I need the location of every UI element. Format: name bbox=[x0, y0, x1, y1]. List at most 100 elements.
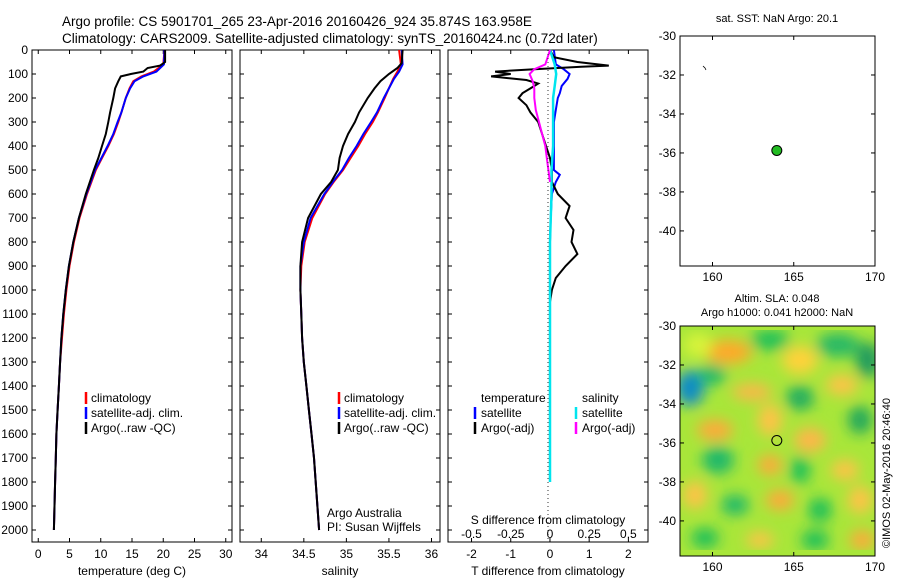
legend-label-climatology: climatology bbox=[91, 391, 151, 405]
x-tick-label: 34.5 bbox=[292, 547, 316, 561]
x-tick-label: -2 bbox=[466, 547, 477, 561]
depth-tick-label: 500 bbox=[8, 163, 28, 177]
map-x-tick-label: 170 bbox=[865, 560, 885, 574]
credit-argo-australia: Argo Australia bbox=[327, 506, 402, 520]
map-y-tick-label: -40 bbox=[659, 514, 677, 528]
depth-tick-label: 1700 bbox=[1, 451, 28, 465]
series-line-argo-raw-qc- bbox=[299, 49, 404, 531]
x-tick-label: 34 bbox=[255, 547, 269, 561]
xlabel-t-difference: T difference from climatology bbox=[471, 564, 625, 578]
legend-label-s-satellite: satellite bbox=[582, 406, 623, 420]
s-diff-tick-label: -0.5 bbox=[461, 527, 482, 541]
map-y-tick-label: -30 bbox=[659, 29, 677, 43]
map-y-tick-label: -36 bbox=[659, 146, 677, 160]
series-line-s-satellite bbox=[548, 49, 558, 482]
profile-lines bbox=[52, 49, 609, 531]
series-line-satellite-adj-clim- bbox=[299, 49, 404, 531]
depth-tick-label: 300 bbox=[8, 115, 28, 129]
legend-title-salinity: salinity bbox=[582, 391, 619, 405]
depth-tick-label: 1900 bbox=[1, 499, 28, 513]
header-line-2: Climatology: CARS2009. Satellite-adjuste… bbox=[62, 31, 598, 46]
depth-tick-label: 1000 bbox=[1, 283, 28, 297]
map-y-tick-label: -36 bbox=[659, 436, 677, 450]
x-tick-label: 2 bbox=[625, 547, 632, 561]
depth-tick-label: 600 bbox=[8, 187, 28, 201]
imos-credit: ©IMOS 02-May-2016 20:46:40 bbox=[881, 398, 893, 548]
temperature-legend: climatology satellite-adj. clim. Argo(..… bbox=[84, 391, 183, 435]
map-axes: 160 165 170 -30 -32 -34 -36 -38 -40 160 165 170 -30 -… bbox=[659, 29, 886, 574]
x-tick-label: 35 bbox=[340, 547, 354, 561]
x-tick-label: 25 bbox=[188, 547, 202, 561]
s-diff-tick-label: 0 bbox=[547, 527, 554, 541]
legend-title-temperature: temperature bbox=[481, 391, 546, 405]
salinity-legend: climatology satellite-adj. clim. Argo(..… bbox=[337, 391, 436, 435]
depth-tick-label: 400 bbox=[8, 139, 28, 153]
x-tick-label: -1 bbox=[505, 547, 516, 561]
map-y-tick-label: -32 bbox=[659, 68, 677, 82]
depth-tick-label: 0 bbox=[21, 43, 28, 57]
depth-tick-label: 1400 bbox=[1, 379, 28, 393]
xlabel-s-difference: S difference from climatology bbox=[471, 513, 626, 527]
map-y-tick-label: -38 bbox=[659, 185, 677, 199]
x-tick-label: 0 bbox=[547, 547, 554, 561]
legend-label-argo: Argo(..raw -QC) bbox=[344, 421, 429, 435]
x-tick-label: 30 bbox=[219, 547, 233, 561]
argo-location-marker bbox=[771, 144, 783, 156]
legend-label-t-argo: Argo(-adj) bbox=[481, 421, 534, 435]
sst-map-title: sat. SST: NaN Argo: 20.1 bbox=[716, 13, 838, 25]
series-line-climatology bbox=[299, 49, 402, 531]
x-tick-label: 0 bbox=[35, 547, 42, 561]
depth-tick-label: 1800 bbox=[1, 475, 28, 489]
x-tick-label: 36 bbox=[425, 547, 439, 561]
xlabel-salinity: salinity bbox=[322, 564, 359, 578]
argo-location-marker bbox=[771, 434, 783, 446]
coastline-fragment bbox=[702, 65, 707, 71]
map-y-tick-label: -40 bbox=[659, 224, 677, 238]
sla-map-frame bbox=[679, 325, 876, 557]
depth-tick-label: 900 bbox=[8, 259, 28, 273]
depth-tick-label: 200 bbox=[8, 91, 28, 105]
s-diff-tick-label: 0.5 bbox=[620, 527, 637, 541]
depth-tick-label: 700 bbox=[8, 211, 28, 225]
legend-label-argo: Argo(..raw -QC) bbox=[91, 421, 176, 435]
s-diff-tick-label: -0.25 bbox=[497, 527, 525, 541]
x-tick-label: 20 bbox=[157, 547, 171, 561]
map-x-tick-label: 165 bbox=[784, 560, 804, 574]
x-tick-label: 5 bbox=[66, 547, 73, 561]
depth-tick-label: 100 bbox=[8, 67, 28, 81]
series-line-s-argo-adj- bbox=[528, 49, 551, 183]
x-tick-label: 10 bbox=[94, 547, 108, 561]
map-y-tick-label: -32 bbox=[659, 358, 677, 372]
depth-tick-label: 1300 bbox=[1, 355, 28, 369]
depth-tick-label: 1600 bbox=[1, 427, 28, 441]
depth-tick-label: 1200 bbox=[1, 331, 28, 345]
map-x-tick-label: 170 bbox=[865, 270, 885, 284]
depth-tick-label: 1100 bbox=[2, 307, 28, 321]
map-y-tick-label: -30 bbox=[659, 319, 677, 333]
sla-map-title: Altim. SLA: 0.048 bbox=[735, 293, 820, 305]
legend-label-climatology: climatology bbox=[344, 391, 404, 405]
legend-label-satellite: satellite-adj. clim. bbox=[91, 406, 183, 420]
x-tick-label: 35.5 bbox=[377, 547, 401, 561]
axes-ticks: 0100200300400500600700800900100011001200… bbox=[1, 43, 648, 561]
difference-panel-frame bbox=[447, 49, 649, 543]
header-line-1: Argo profile: CS 5901701_265 23-Apr-2016… bbox=[62, 14, 532, 29]
sla-map-subtitle: Argo h1000: 0.041 h2000: NaN bbox=[701, 307, 853, 319]
depth-tick-label: 2000 bbox=[1, 523, 28, 537]
legend-label-satellite: satellite-adj. clim. bbox=[344, 406, 436, 420]
x-tick-label: 1 bbox=[586, 547, 593, 561]
salinity-panel-frame bbox=[239, 49, 441, 543]
sla-heatmap bbox=[680, 326, 875, 556]
map-y-tick-label: -34 bbox=[659, 107, 677, 121]
map-y-tick-label: -34 bbox=[659, 397, 677, 411]
s-diff-tick-label: 0.25 bbox=[577, 527, 601, 541]
series-line-t-argo-adj- bbox=[490, 49, 609, 303]
difference-legend: temperature salinity satellite Argo(-adj… bbox=[473, 391, 635, 435]
depth-tick-label: 800 bbox=[8, 235, 28, 249]
map-x-tick-label: 165 bbox=[784, 270, 804, 284]
x-tick-label: 15 bbox=[125, 547, 139, 561]
legend-label-s-argo: Argo(-adj) bbox=[582, 421, 635, 435]
temperature-panel-frame bbox=[31, 49, 233, 543]
